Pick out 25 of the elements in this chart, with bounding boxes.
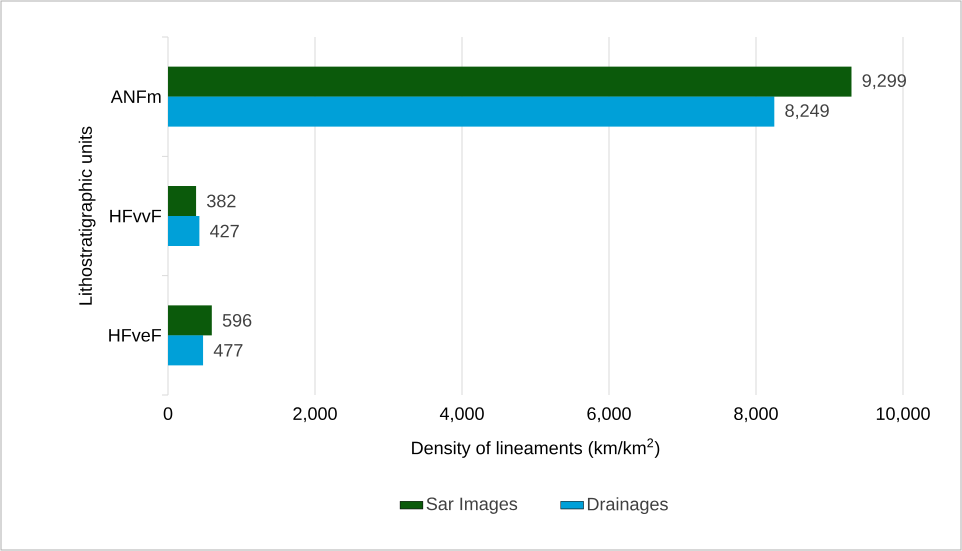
y-tick-label: HFveF [109,329,162,342]
y-tick-label: ANFm [110,90,161,103]
y-axis-title: Lithostratigraphic units [78,126,96,305]
data-label: 427 [210,224,239,238]
data-label: 477 [214,344,242,357]
data-label: 596 [222,314,252,327]
bar [168,216,200,246]
bar [168,66,852,97]
bar [168,186,196,216]
data-label: 382 [207,194,236,208]
legend-label: Drainages [588,497,668,514]
x-tick-label: 2,000 [293,407,337,422]
x-tick-label: 4,000 [440,407,484,422]
y-tick-label: HFvvF [110,210,162,222]
x-tick-label: 0 [164,407,172,420]
data-label: 8,249 [785,104,829,120]
data-label: 9,299 [862,74,906,90]
x-tick-label: 8,000 [734,407,778,422]
bar [168,335,204,366]
x-axis-title: Density of lineaments (km/km$^{2}$) [412,438,660,458]
bar [168,96,774,127]
legend-label: Sar Images [426,498,518,514]
bar [168,305,212,336]
x-tick-label: 10,000 [876,407,930,422]
x-tick-label: 6,000 [587,407,631,422]
